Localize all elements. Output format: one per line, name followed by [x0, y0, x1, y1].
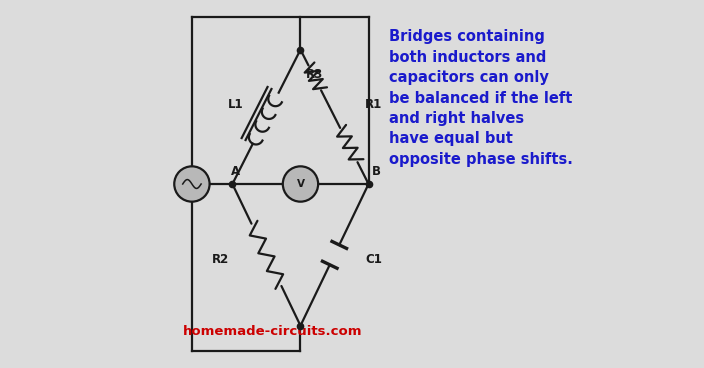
- Text: homemade-circuits.com: homemade-circuits.com: [183, 325, 363, 338]
- Text: R2: R2: [211, 253, 229, 266]
- Text: R1: R1: [365, 98, 382, 112]
- Text: B: B: [372, 164, 382, 178]
- Text: V: V: [296, 179, 305, 189]
- Text: Bridges containing
both inductors and
capacitors can only
be balanced if the lef: Bridges containing both inductors and ca…: [389, 29, 572, 167]
- Circle shape: [175, 166, 210, 202]
- Text: R3: R3: [306, 68, 323, 81]
- Text: L1: L1: [228, 98, 244, 112]
- Circle shape: [283, 166, 318, 202]
- Text: C1: C1: [365, 253, 382, 266]
- Text: A: A: [231, 164, 240, 178]
